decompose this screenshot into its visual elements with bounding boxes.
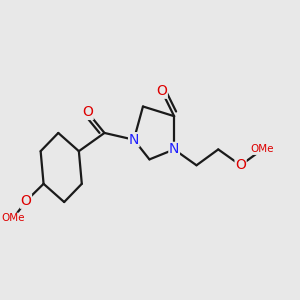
Text: O: O <box>235 158 246 172</box>
Text: O: O <box>156 84 167 98</box>
Text: N: N <box>129 133 139 147</box>
Text: N: N <box>169 142 179 156</box>
Text: OMe: OMe <box>2 213 25 223</box>
Text: OMe: OMe <box>250 144 274 154</box>
Text: O: O <box>20 194 32 208</box>
Text: O: O <box>82 105 93 119</box>
